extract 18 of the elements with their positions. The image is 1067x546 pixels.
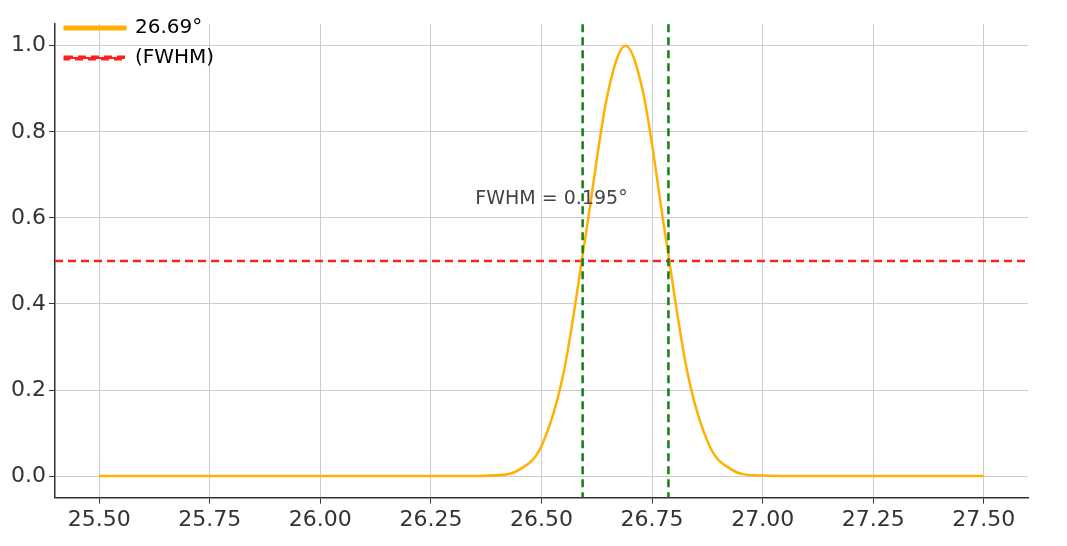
line-series [97,44,986,478]
y-tick-label: 0.6 [10,203,46,229]
legend-label: 26.69° [134,14,203,39]
x-tick-label: 26.50 [510,505,573,531]
legend-label: (FWHM) [134,44,215,69]
x-tick-label: 27.25 [841,505,905,531]
x-tick-label: 26.00 [288,505,352,531]
y-tick-label: 0.0 [10,461,46,487]
y-tick-label: 1.0 [10,31,46,57]
x-tick-label: 26.75 [620,505,684,531]
x-tick-label: 25.50 [67,505,131,531]
y-tick-label: 0.2 [10,375,46,401]
x-tick-label: 25.75 [178,505,242,531]
x-tick-label: 26.25 [399,505,463,531]
x-tick-label: 27.50 [952,505,1016,531]
x-tick-label: 27.00 [731,505,795,531]
y-tick-label: 0.4 [10,289,46,315]
y-tick-label: 0.8 [10,117,46,143]
